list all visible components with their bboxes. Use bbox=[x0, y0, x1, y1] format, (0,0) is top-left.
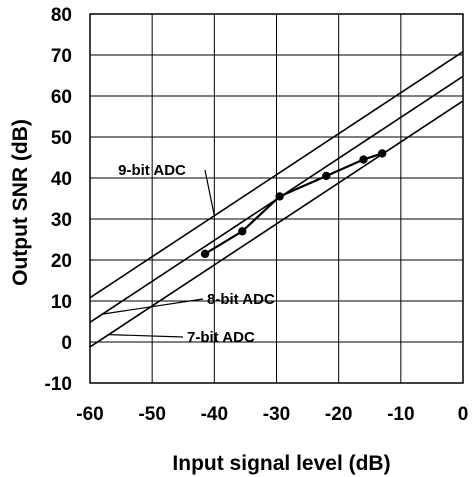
measured-point bbox=[200, 249, 210, 259]
annotation-label: 9-bit ADC bbox=[118, 162, 186, 179]
measured-point bbox=[275, 192, 284, 201]
annotation-label: 7-bit ADC bbox=[187, 329, 255, 346]
y-tick-label: 60 bbox=[51, 87, 72, 108]
y-tick-label: -10 bbox=[45, 374, 72, 395]
measured-series bbox=[200, 149, 387, 259]
grid-lines bbox=[90, 14, 463, 383]
annotation-label: 8-bit ADC bbox=[207, 291, 275, 308]
y-tick-label: 50 bbox=[51, 128, 72, 149]
y-tick-label: 20 bbox=[51, 251, 72, 272]
y-tick-label: 0 bbox=[61, 333, 72, 354]
x-tick-label: -10 bbox=[387, 404, 414, 425]
annotation-leader bbox=[102, 298, 204, 315]
y-tick-label: 70 bbox=[51, 46, 72, 67]
annotations: 9-bit ADC 8-bit ADC 7-bit ADC bbox=[102, 162, 275, 346]
annotation-leader bbox=[204, 169, 215, 216]
measured-point bbox=[377, 149, 387, 158]
reference-line-1 bbox=[89, 51, 464, 299]
annotation-leader bbox=[108, 334, 184, 338]
x-tick-label: -50 bbox=[138, 404, 165, 425]
y-tick-label: 30 bbox=[51, 210, 72, 231]
x-axis-title: Input signal level (dB) bbox=[172, 452, 390, 475]
x-tick-label: 0 bbox=[458, 404, 469, 425]
y-tick-label: 10 bbox=[51, 292, 72, 313]
reference-line-3 bbox=[89, 100, 464, 348]
x-tick-label: -60 bbox=[76, 404, 103, 425]
measured-point bbox=[359, 155, 368, 164]
measured-point bbox=[238, 227, 247, 236]
y-axis-title: Output SNR (dB) bbox=[9, 119, 32, 286]
x-tick-label: -40 bbox=[201, 404, 228, 425]
tick-labels: -60 -50 -40 -30 -20 -10 0 80 70 60 50 40 30 20 10 0 -10 bbox=[45, 5, 469, 425]
y-tick-label: 80 bbox=[51, 5, 72, 26]
y-tick-label: 40 bbox=[51, 169, 72, 190]
x-tick-label: -30 bbox=[263, 404, 290, 425]
x-tick-label: -20 bbox=[325, 404, 352, 425]
measured-point bbox=[322, 171, 331, 181]
plot-frame bbox=[89, 13, 464, 384]
